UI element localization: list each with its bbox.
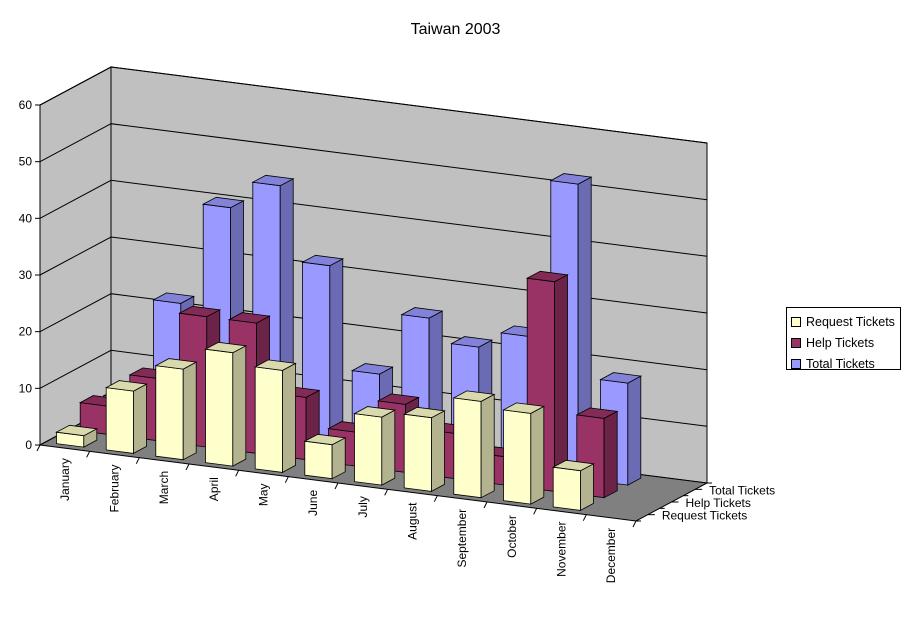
x-tick	[185, 463, 190, 471]
category-label: March	[157, 471, 171, 504]
bar-top	[402, 406, 446, 419]
x-tick	[433, 495, 438, 502]
gridline	[39, 236, 708, 314]
x-tick	[36, 444, 41, 452]
x-tick	[533, 508, 538, 515]
y-tick-label: 0	[25, 438, 32, 452]
bar-top	[525, 270, 569, 283]
category-label: November	[555, 522, 569, 577]
y-tick-label: 10	[19, 381, 33, 395]
legend-swatch-help	[791, 337, 801, 348]
gridline	[39, 66, 708, 144]
bar-front	[503, 409, 532, 505]
bar-top	[55, 424, 99, 437]
bar-top	[599, 372, 643, 384]
category-label: July	[356, 496, 370, 517]
bar-side	[580, 463, 594, 512]
bar-front	[105, 387, 134, 454]
bar-top	[551, 459, 595, 472]
legend-item-total: Total Tickets	[791, 353, 900, 374]
bar-front	[205, 348, 234, 467]
bar-top	[353, 406, 397, 418]
category-label: May	[257, 484, 271, 507]
bar-side	[530, 405, 545, 505]
bar-top	[376, 393, 420, 405]
bar-side	[627, 375, 642, 486]
bar-front	[155, 365, 184, 461]
category-label: February	[108, 465, 122, 513]
bar-top	[549, 173, 593, 185]
bar-top	[201, 196, 245, 209]
legend-item-request: Request Tickets	[791, 311, 900, 332]
bar-top	[502, 402, 546, 414]
bar-side	[282, 362, 296, 474]
bar-top	[350, 363, 394, 375]
bar-side	[381, 409, 396, 486]
bar-top	[452, 390, 496, 402]
category-label: August	[406, 502, 420, 540]
bar-side	[603, 410, 618, 499]
bar-top	[253, 359, 297, 371]
bar-side	[232, 345, 247, 467]
bar-front	[354, 413, 383, 486]
x-tick	[86, 451, 91, 458]
bar-top	[301, 254, 345, 267]
gridline	[39, 123, 708, 201]
legend-label-help: Help Tickets	[806, 335, 875, 350]
bar-side	[133, 383, 147, 455]
category-label: April	[207, 477, 221, 501]
x-tick	[235, 470, 240, 477]
x-tick	[632, 520, 637, 528]
category-label: October	[505, 515, 519, 558]
x-tick	[284, 476, 289, 483]
x-tick	[334, 482, 339, 490]
legend-swatch-request	[791, 316, 801, 327]
bar-side	[554, 274, 568, 493]
chart-legend: Request Tickets Help Tickets Total Ticke…	[786, 307, 901, 371]
bar-top	[227, 312, 271, 324]
bar-side	[431, 410, 445, 493]
bar-top	[575, 407, 619, 419]
bar-top	[104, 380, 148, 392]
y-tick-label: 20	[19, 325, 33, 339]
x-tick	[582, 514, 587, 521]
category-label: June	[306, 490, 320, 516]
x-tick	[483, 501, 488, 509]
bar-front	[304, 440, 333, 480]
y-tick-label: 60	[19, 98, 33, 112]
x-tick	[135, 457, 140, 464]
legend-item-help: Help Tickets	[791, 332, 900, 353]
gridline	[39, 179, 708, 257]
bar-top	[450, 336, 494, 348]
legend-swatch-total	[791, 358, 801, 369]
y-tick-label: 30	[19, 268, 33, 282]
category-label: December	[604, 528, 618, 583]
category-label: September	[455, 509, 469, 568]
chart-title: Taiwan 2003	[410, 21, 501, 38]
legend-label-total: Total Tickets	[806, 356, 875, 371]
bar-top	[400, 307, 444, 319]
bar-side	[182, 361, 197, 461]
bar-front	[453, 397, 482, 499]
bar-front	[552, 466, 581, 511]
bar-top	[178, 305, 222, 318]
bar-side	[480, 393, 495, 499]
y-tick-label: 40	[19, 211, 33, 225]
bar-top	[152, 292, 196, 304]
bar-front	[254, 366, 283, 473]
bar-top	[251, 174, 295, 187]
depth-label: Help Tickets	[686, 496, 751, 510]
bar-top	[154, 358, 198, 370]
x-tick	[384, 489, 389, 496]
bar-side	[329, 258, 344, 448]
bar-front	[403, 413, 432, 492]
depth-label: Request Tickets	[662, 509, 747, 523]
y-tick-label: 50	[19, 155, 33, 169]
depth-label: Total Tickets	[709, 483, 775, 497]
category-label: January	[58, 458, 72, 501]
bar-top	[204, 341, 248, 354]
legend-label-request: Request Tickets	[806, 314, 895, 329]
bar-top	[303, 433, 347, 446]
